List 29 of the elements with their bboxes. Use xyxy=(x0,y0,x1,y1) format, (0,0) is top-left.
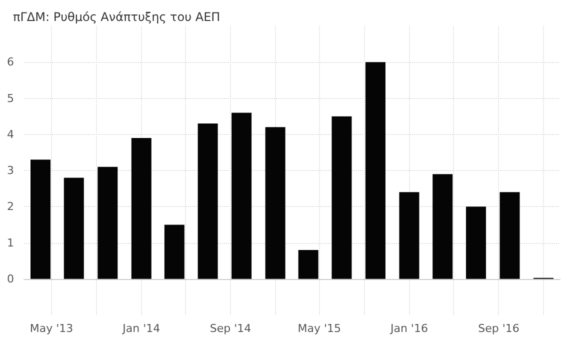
bar xyxy=(399,192,420,279)
y-tick-label: 1 xyxy=(7,236,14,250)
bar xyxy=(98,166,118,279)
bar xyxy=(30,160,51,279)
x-tick-label: Jan '16 xyxy=(389,322,428,335)
x-tick-label: May '15 xyxy=(298,322,341,335)
x-tick-label: May '13 xyxy=(30,322,74,335)
bar xyxy=(500,192,520,279)
bar xyxy=(164,224,184,279)
bar xyxy=(432,174,453,279)
y-tick-label: 6 xyxy=(7,56,14,69)
bar xyxy=(64,178,84,279)
y-tick-label: 5 xyxy=(7,92,14,105)
x-tick-label: Jan '14 xyxy=(122,322,160,335)
bar xyxy=(298,250,318,279)
bar xyxy=(365,62,386,279)
bar xyxy=(198,124,218,279)
y-tick-label: 0 xyxy=(7,272,14,286)
bar xyxy=(232,112,252,279)
y-tick-label: 4 xyxy=(7,128,14,141)
bar xyxy=(131,138,152,279)
x-tick-label: Sep '14 xyxy=(210,322,252,335)
y-tick-label: 2 xyxy=(7,200,14,214)
chart-title: πΓΔΜ: Ρυθμός Ανάπτυξης του ΑΕΠ xyxy=(13,10,220,24)
bar xyxy=(265,127,286,279)
y-tick-label: 3 xyxy=(7,164,14,177)
bar xyxy=(332,116,352,279)
x-tick-label: Sep '16 xyxy=(478,322,520,335)
bar xyxy=(466,206,486,279)
